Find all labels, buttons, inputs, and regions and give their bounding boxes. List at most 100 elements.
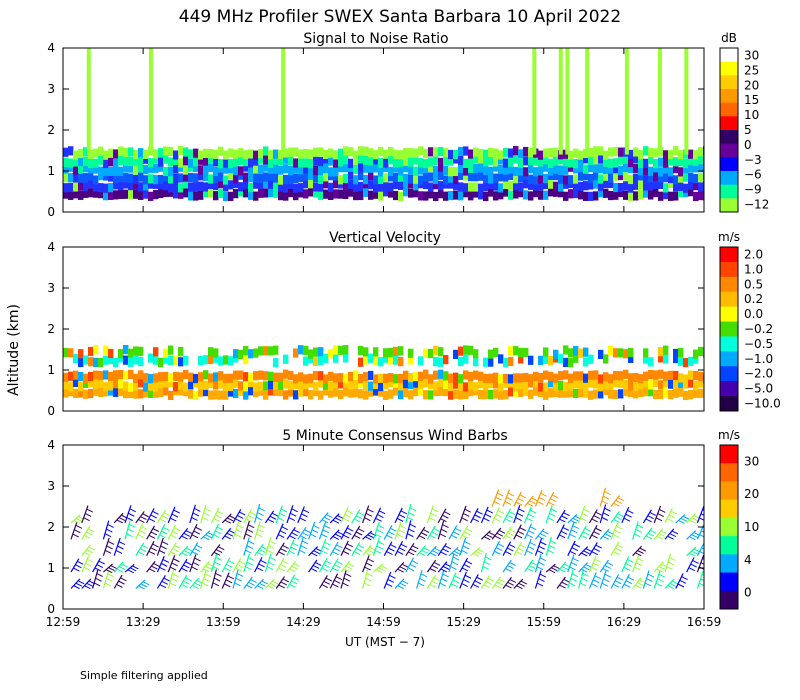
- wind-barb-flag: [655, 582, 663, 587]
- heatmap-cell: [518, 387, 524, 397]
- heatmap-cell: [598, 389, 604, 399]
- heatmap-cell: [613, 164, 619, 174]
- heatmap-cell: [183, 369, 189, 380]
- wind-barb-flag: [344, 513, 352, 518]
- heatmap-cell: [283, 183, 289, 193]
- wind-barb-flag: [689, 552, 696, 557]
- heatmap-cell: [693, 181, 699, 191]
- wind-barb-flag: [203, 577, 210, 582]
- heatmap-cell: [123, 179, 129, 189]
- wind-barb-staff: [297, 506, 305, 524]
- wind-barb-flag: [140, 583, 148, 588]
- wind-barb-flag: [270, 582, 277, 587]
- wind-barb-flag: [280, 508, 288, 513]
- wind-barb-flag: [257, 528, 264, 533]
- heatmap-cell: [88, 164, 94, 174]
- heatmap-cell: [553, 349, 559, 359]
- heatmap-cell: [358, 154, 364, 164]
- heatmap-cell: [653, 148, 659, 158]
- wind-barb-staff: [448, 572, 457, 589]
- wind-barb-flag: [228, 529, 236, 534]
- heatmap-cell: [68, 173, 74, 183]
- wind-barb-flag: [585, 548, 593, 552]
- heatmap-cell: [368, 148, 374, 158]
- wind-barb-flag: [591, 583, 598, 588]
- wind-barb-flag: [185, 530, 193, 535]
- wind-barb-flag: [634, 566, 641, 571]
- heatmap-cell: [63, 183, 69, 193]
- wind-barb-flag: [195, 526, 202, 531]
- heatmap-cell: [183, 147, 189, 157]
- wind-barb-flag: [248, 524, 255, 529]
- heatmap-cell: [68, 182, 74, 193]
- wind-barb-flag: [321, 550, 328, 555]
- wind-barb-staff: [708, 511, 716, 522]
- heatmap-cell: [333, 150, 339, 160]
- heatmap-cell: [423, 159, 429, 169]
- wind-barb-flag: [332, 551, 339, 556]
- wind-barb-flag: [526, 517, 533, 522]
- heatmap-cell: [528, 191, 534, 201]
- heatmap-cell: [578, 181, 584, 192]
- wind-barb-flag: [380, 565, 387, 570]
- heatmap-cell: [363, 347, 369, 357]
- heatmap-cell: [473, 182, 479, 192]
- wind-barb-staff: [167, 524, 177, 540]
- heatmap-cell: [583, 347, 589, 357]
- heatmap-cell: [423, 179, 429, 190]
- heatmap-cell: [623, 387, 629, 397]
- heatmap-cell: [458, 390, 464, 400]
- wind-barb-flag: [698, 582, 704, 587]
- heatmap-cell: [258, 381, 264, 391]
- heatmap-cell: [568, 158, 574, 168]
- wind-barb-flag: [498, 529, 506, 534]
- wind-barb-flag: [440, 568, 448, 573]
- wind-barb-staff: [232, 569, 239, 589]
- heatmap-cell: [563, 175, 569, 185]
- heatmap-cell: [558, 354, 564, 364]
- wind-barb-staff: [254, 503, 261, 524]
- heatmap-cell: [603, 188, 609, 198]
- wind-barb-flag: [560, 530, 568, 535]
- heatmap-cell: [498, 155, 504, 165]
- wind-barb-flag: [289, 535, 296, 540]
- heatmap-cell: [638, 150, 644, 160]
- wind-barb-flag: [569, 550, 577, 555]
- heatmap-cell: [623, 171, 629, 181]
- heatmap-cell: [308, 179, 314, 189]
- heatmap-cell: [163, 371, 169, 382]
- wind-barb-staff: [567, 521, 575, 540]
- wind-barb-flag: [87, 558, 94, 563]
- heatmap-cell: [628, 149, 634, 160]
- wind-barb-staff: [210, 569, 217, 589]
- heatmap-cell: [513, 181, 519, 191]
- heatmap-cell: [268, 171, 274, 181]
- colorbar-label: −9: [744, 183, 762, 197]
- wind-barb-staff: [632, 577, 642, 589]
- heatmap-cell: [178, 183, 184, 193]
- heatmap-cell: [673, 388, 679, 398]
- heatmap-cell: [443, 379, 449, 390]
- heatmap-cell: [618, 147, 624, 157]
- heatmap-cell: [578, 379, 584, 390]
- heatmap-cell: [83, 163, 89, 173]
- wind-barb-flag: [215, 549, 223, 553]
- wind-barb-flag: [442, 573, 449, 578]
- heatmap-cell: [423, 191, 429, 201]
- wb-frame: [62, 444, 705, 610]
- wind-barb-flag: [397, 568, 404, 573]
- heatmap-cell: [688, 149, 694, 159]
- heatmap-cell: [243, 346, 249, 356]
- heatmap-cell: [423, 390, 429, 400]
- heatmap-cell: [673, 353, 679, 364]
- wind-barb-flag: [507, 565, 514, 569]
- wind-barb-flag: [160, 545, 167, 550]
- wind-barb-flag: [357, 511, 365, 516]
- wind-barb-flag: [666, 518, 674, 522]
- heatmap-cell: [293, 173, 299, 184]
- wind-barb-staff: [480, 552, 487, 573]
- wind-barb-staff: [189, 577, 200, 589]
- heatmap-cell: [458, 155, 464, 165]
- x-tick-label: 13:29: [126, 615, 161, 629]
- heatmap-cell: [578, 348, 584, 358]
